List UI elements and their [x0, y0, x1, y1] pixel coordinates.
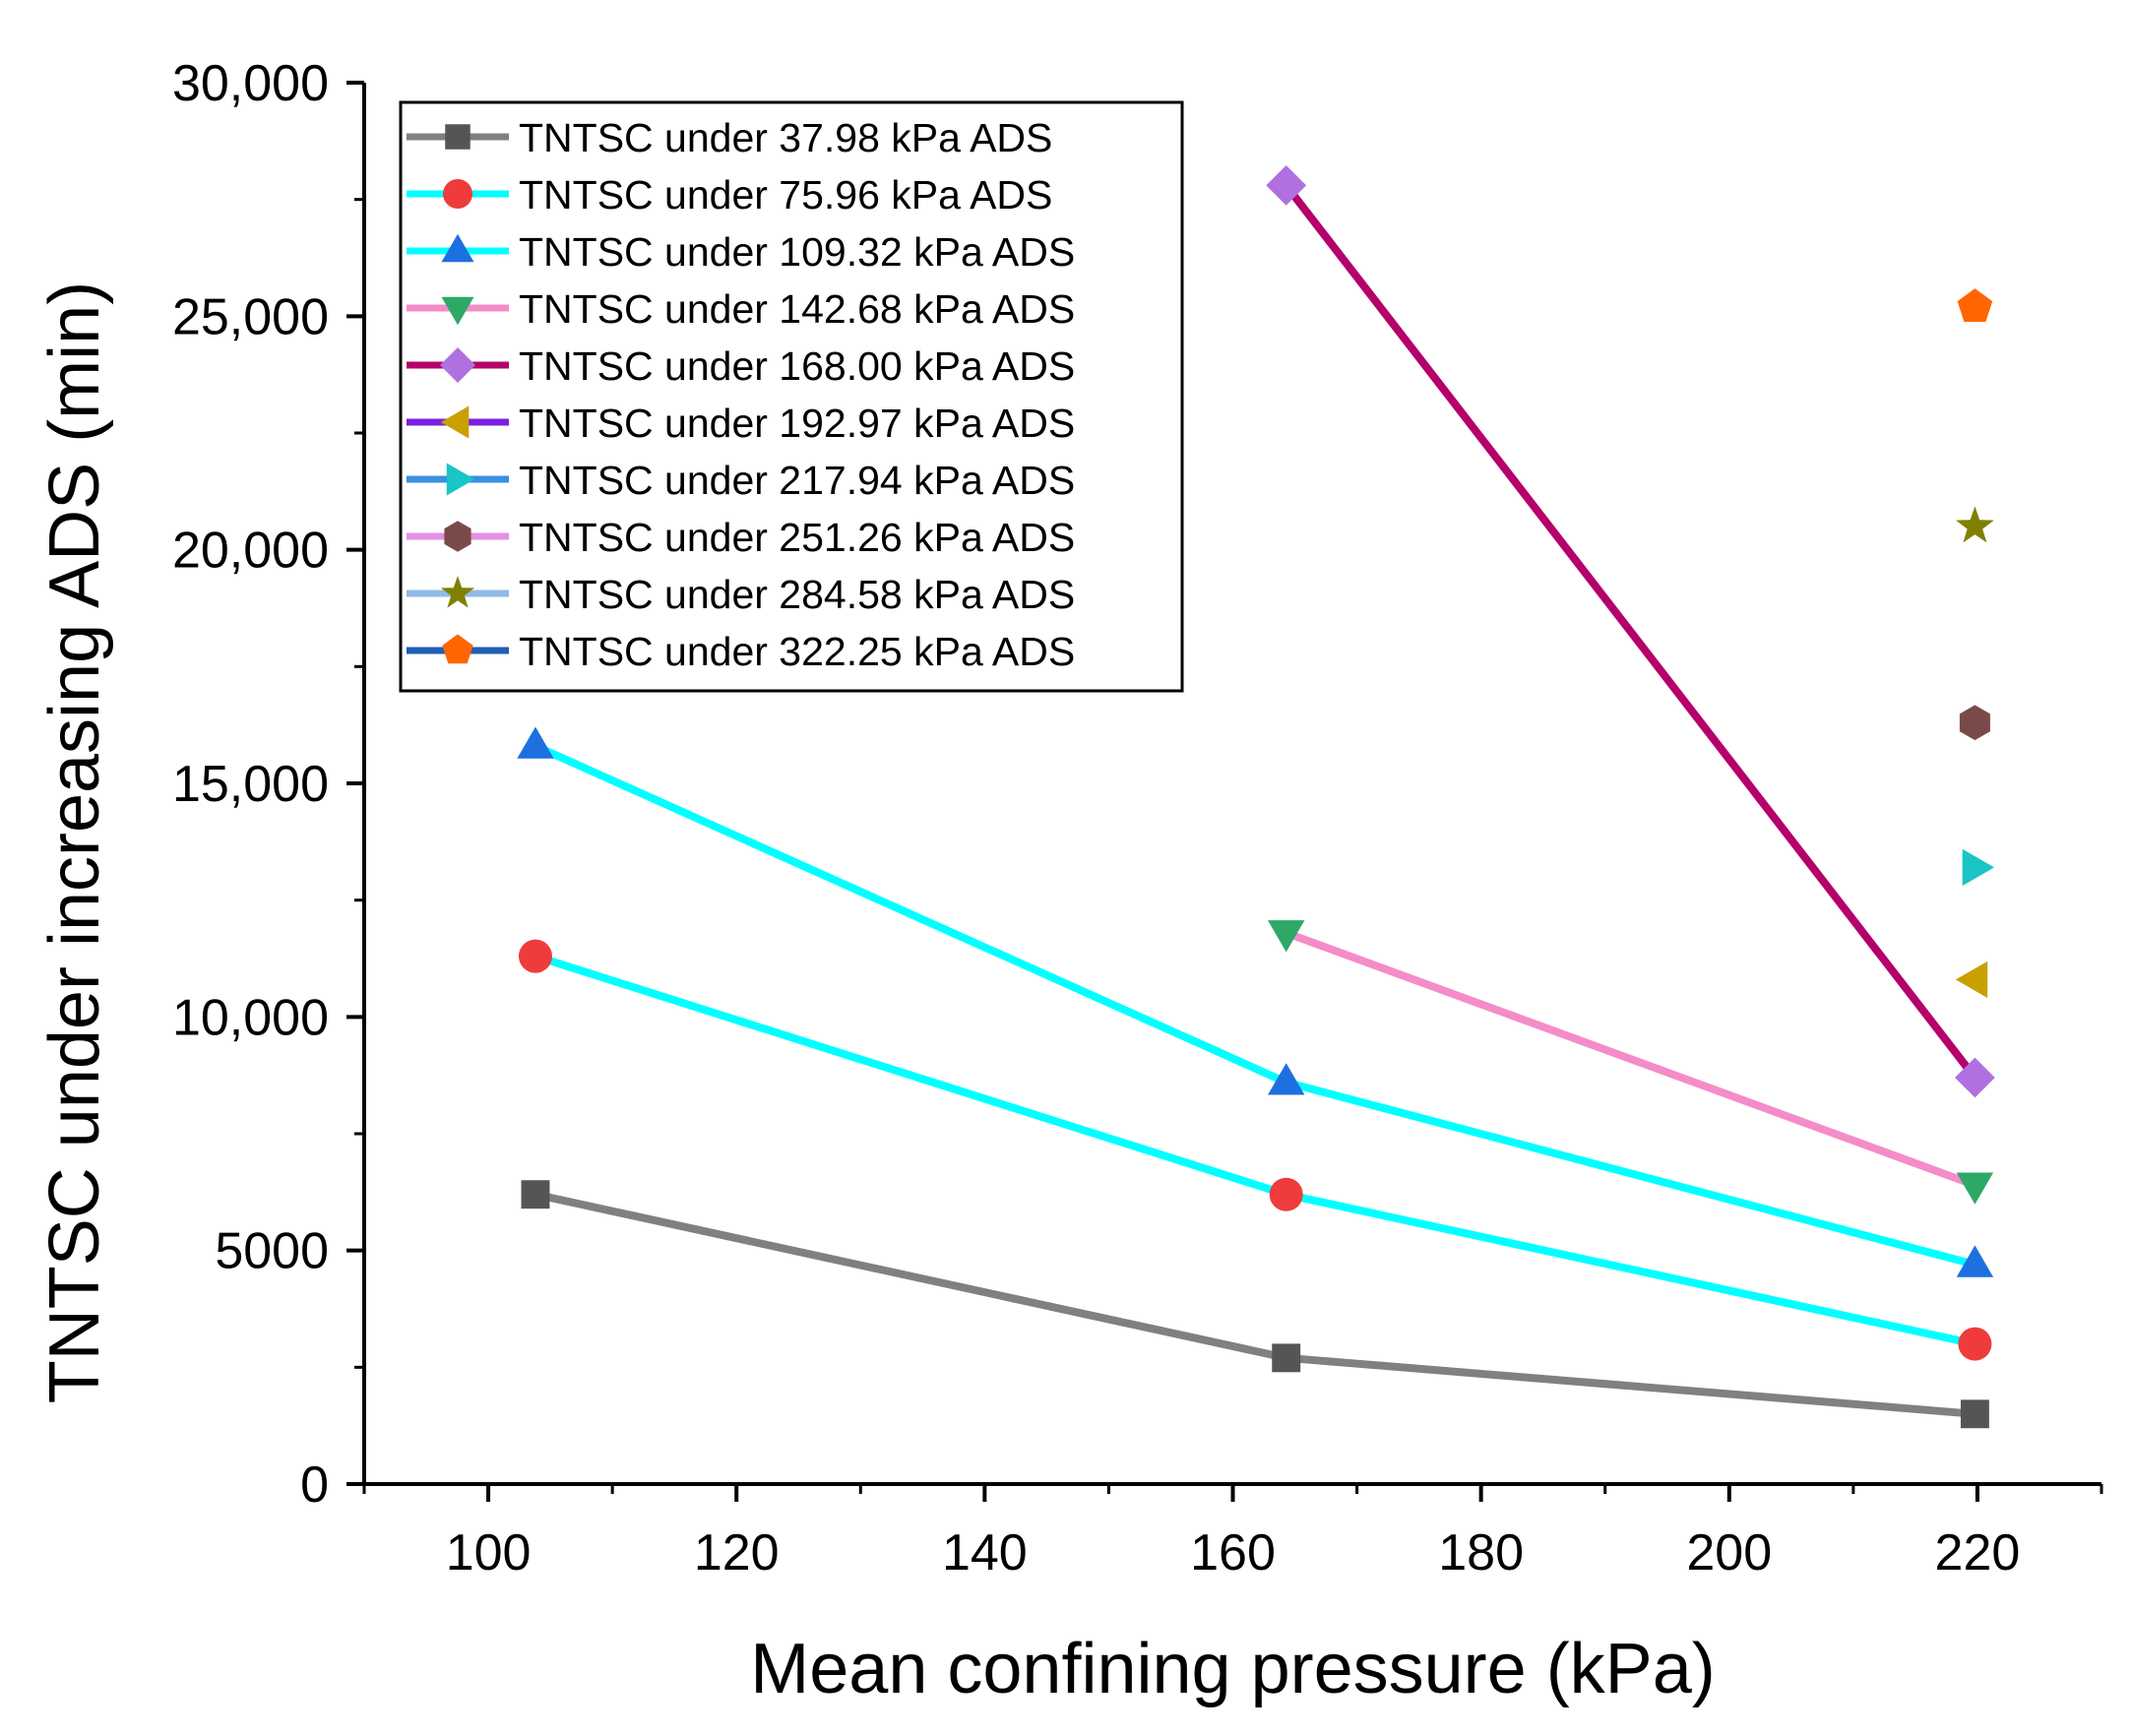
y-tick-label: 20,000 [172, 523, 329, 580]
axes: 100 120 140 160 180 200 220 0 5000 10,000 15,000 20… [172, 55, 2103, 1581]
data-point [1957, 288, 1993, 322]
series-10 [1957, 288, 1993, 322]
legend-item: TNTSC under 251.26 kPa ADS [407, 515, 1075, 560]
x-tick-label: 140 [942, 1524, 1028, 1581]
data-point [1962, 848, 1994, 887]
data-point [1269, 1177, 1303, 1211]
legend-label: TNTSC under 168.00 kPa ADS [519, 343, 1075, 389]
data-point [518, 939, 552, 973]
data-point [1956, 506, 1994, 543]
legend-marker [443, 179, 472, 209]
data-point [1268, 1063, 1305, 1095]
legend-label: TNTSC under 322.25 kPa ADS [519, 629, 1075, 674]
legend-marker [440, 576, 475, 608]
series-8 [1959, 705, 1990, 741]
x-axis-label: Mean confining pressure (kPa) [750, 1630, 1715, 1708]
data-point [1956, 1245, 1994, 1277]
y-tick-label: 30,000 [172, 55, 329, 112]
legend-label: TNTSC under 251.26 kPa ADS [519, 515, 1075, 560]
y-tick-label: 15,000 [172, 756, 329, 813]
data-point [1266, 165, 1307, 206]
series-4 [1268, 920, 1994, 1205]
data-point [1272, 1343, 1301, 1373]
legend-item: TNTSC under 109.32 kPa ADS [407, 229, 1075, 275]
x-tick-label: 100 [446, 1524, 532, 1581]
legend-label: TNTSC under 37.98 kPa ADS [519, 115, 1052, 160]
legend: TNTSC under 37.98 kPa ADS TNTSC under 75.… [399, 100, 1184, 693]
legend-box [399, 100, 1184, 693]
legend-item: TNTSC under 284.58 kPa ADS [407, 572, 1075, 617]
data-point [1955, 1057, 1995, 1098]
legend-item: TNTSC under 192.97 kPa ADS [407, 401, 1075, 446]
data-point [1960, 1399, 1989, 1429]
series-3 [517, 726, 1994, 1277]
legend-item: TNTSC under 168.00 kPa ADS [407, 343, 1075, 389]
y-tick-label: 10,000 [172, 989, 329, 1046]
series-line [1283, 182, 1978, 1081]
series-line [533, 952, 1976, 1348]
y-tick-label: 0 [300, 1457, 329, 1514]
data-point [521, 1180, 550, 1209]
x-tick-label: 180 [1438, 1524, 1524, 1581]
y-tick-label: 5000 [215, 1223, 329, 1280]
data-point [1958, 1327, 1992, 1361]
legend-label: TNTSC under 75.96 kPa ADS [519, 172, 1052, 217]
series-2 [518, 939, 1992, 1361]
series-line [534, 1190, 1976, 1418]
legend-marker [445, 124, 471, 150]
legend-item: TNTSC under 217.94 kPa ADS [407, 458, 1075, 503]
legend-label: TNTSC under 217.94 kPa ADS [519, 458, 1075, 503]
legend-marker [441, 296, 474, 326]
series-layer [517, 165, 1995, 1429]
series-7 [1962, 848, 1994, 887]
series-6 [1955, 961, 1988, 999]
legend-item: TNTSC under 37.98 kPa ADS [407, 115, 1052, 160]
legend-label: TNTSC under 142.68 kPa ADS [519, 286, 1075, 332]
x-tick-label: 200 [1686, 1524, 1772, 1581]
y-tick-label: 25,000 [172, 288, 329, 345]
legend-item: TNTSC under 142.68 kPa ADS [407, 286, 1075, 332]
series-line [1285, 929, 1976, 1189]
legend-label: TNTSC under 284.58 kPa ADS [519, 572, 1075, 617]
legend-label: TNTSC under 109.32 kPa ADS [519, 229, 1075, 275]
legend-marker [446, 463, 475, 496]
legend-marker [444, 521, 471, 552]
data-point [1956, 1172, 1994, 1205]
data-point [1955, 961, 1988, 999]
legend-marker [442, 634, 473, 664]
data-point [517, 726, 554, 759]
legend-marker [440, 405, 470, 439]
x-tick-label: 160 [1190, 1524, 1276, 1581]
legend-marker [440, 347, 475, 383]
series-5 [1266, 165, 1995, 1098]
legend-label: TNTSC under 192.97 kPa ADS [519, 401, 1075, 446]
x-tick-label: 220 [1935, 1524, 2021, 1581]
series-1 [521, 1180, 1989, 1429]
x-tick-label: 120 [694, 1524, 780, 1581]
legend-item: TNTSC under 75.96 kPa ADS [407, 172, 1052, 217]
data-point [1959, 705, 1990, 741]
y-axis-label: TNTSC under increasing ADS (min) [35, 281, 114, 1403]
legend-item: TNTSC under 322.25 kPa ADS [407, 629, 1075, 674]
legend-marker [441, 233, 474, 263]
data-point [1268, 920, 1305, 953]
series-9 [1956, 506, 1994, 543]
